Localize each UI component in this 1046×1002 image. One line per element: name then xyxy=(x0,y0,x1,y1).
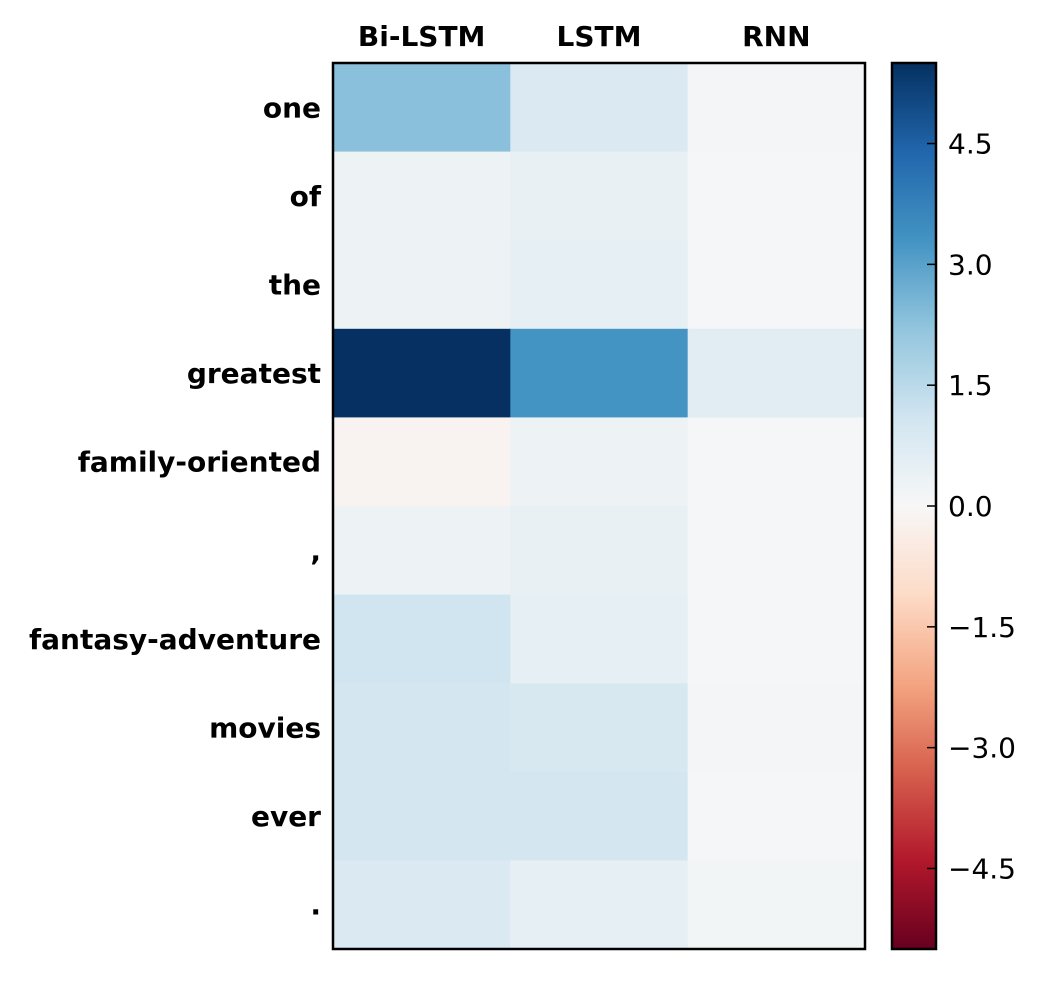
heatmap-cell-r7-c2 xyxy=(687,683,866,773)
row-label-of: of xyxy=(290,180,322,213)
row-label-greatest: greatest xyxy=(187,357,321,390)
heatmap-cell-r4-c2 xyxy=(687,417,866,507)
heatmap-cell-r6-c2 xyxy=(687,594,866,684)
heatmap-cell-r2-c0 xyxy=(333,240,511,330)
heatmap-cell-r2-c1 xyxy=(510,240,689,330)
heatmap-cell-r6-c0 xyxy=(333,594,511,684)
heatmap-cell-r9-c1 xyxy=(510,860,689,950)
column-label-lstm: LSTM xyxy=(557,20,642,53)
heatmap-cells xyxy=(333,63,866,950)
heatmap-cell-r1-c2 xyxy=(687,151,866,241)
heatmap-cell-r7-c1 xyxy=(510,683,689,773)
column-labels: Bi-LSTM LSTM RNN xyxy=(358,20,811,53)
heatmap-cell-r3-c1 xyxy=(510,328,689,418)
row-label-one: one xyxy=(263,91,321,124)
column-label-rnn: RNN xyxy=(742,20,810,53)
colorbar-tick-label: 1.5 xyxy=(948,369,993,402)
row-label-movies: movies xyxy=(209,712,321,745)
colorbar-tick-label: −4.5 xyxy=(948,852,1016,885)
heatmap-cell-r8-c0 xyxy=(333,771,511,861)
heatmap-cell-r2-c2 xyxy=(687,240,866,330)
heatmap-cell-r7-c0 xyxy=(333,683,511,773)
column-label-bi-lstm: Bi-LSTM xyxy=(358,20,486,53)
colorbar-tick-label: 4.5 xyxy=(948,128,993,161)
heatmap-cell-r9-c2 xyxy=(687,860,866,950)
colorbar-tick-label: −3.0 xyxy=(948,732,1016,765)
heatmap-cell-r8-c2 xyxy=(687,771,866,861)
row-label-row5: , xyxy=(310,534,321,567)
row-label-family-oriented: family-oriented xyxy=(78,446,321,479)
heatmap-cell-r3-c0 xyxy=(333,328,511,418)
heatmap-cell-r8-c1 xyxy=(510,771,689,861)
row-labels: one of the greatest family-oriented, fantasy-… xyxy=(29,91,322,921)
heatmap-cell-r1-c1 xyxy=(510,151,689,241)
colorbar-tick-label: 3.0 xyxy=(948,248,993,281)
heatmap-cell-r3-c2 xyxy=(687,328,866,418)
heatmap-cell-r5-c0 xyxy=(333,506,511,596)
row-label-row9: . xyxy=(310,889,321,922)
heatmap-cell-r1-c0 xyxy=(333,151,511,241)
heatmap-cell-r5-c2 xyxy=(687,506,866,596)
row-label-ever: ever xyxy=(251,800,321,833)
plot-frame xyxy=(331,61,867,951)
heatmap-cell-r4-c1 xyxy=(510,417,689,507)
heatmap-cell-r4-c0 xyxy=(333,417,511,507)
heatmap-cell-r0-c1 xyxy=(510,63,689,153)
heatmap-cell-r6-c1 xyxy=(510,594,689,684)
colorbar-tick-label: −1.5 xyxy=(948,611,1016,644)
heatmap-cell-r9-c0 xyxy=(333,860,511,950)
colorbar-ticks: −4.5 −3.0 −1.5 0.0 1.5 3.0 4.5 xyxy=(927,128,1016,885)
row-label-the: the xyxy=(269,269,321,302)
row-label-fantasy-adventure: fantasy-adventure xyxy=(29,623,321,656)
heatmap-cell-r5-c1 xyxy=(510,506,689,596)
colorbar-tick-label: 0.0 xyxy=(948,490,993,523)
heatmap-cell-r0-c0 xyxy=(333,63,511,153)
heatmap-cell-r0-c2 xyxy=(687,63,866,153)
